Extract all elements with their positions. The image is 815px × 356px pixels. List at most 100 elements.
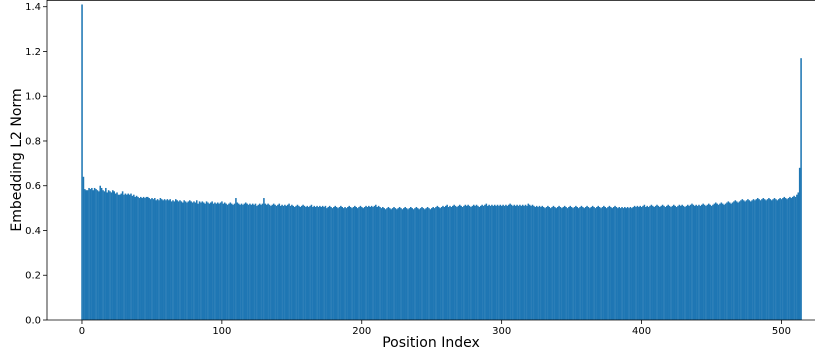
bar: [736, 201, 738, 320]
bar: [453, 205, 455, 320]
bar: [85, 190, 87, 320]
bar: [90, 189, 92, 320]
bar: [707, 205, 709, 320]
bar: [165, 200, 167, 320]
bars-group: [81, 4, 802, 320]
bar: [113, 191, 115, 320]
bar: [305, 207, 307, 320]
bar: [607, 207, 609, 320]
bar: [448, 207, 450, 320]
x-tick-label: 400: [632, 326, 651, 337]
bar: [137, 197, 139, 320]
bar: [799, 168, 801, 320]
bar: [704, 205, 706, 320]
bar: [217, 203, 219, 320]
bar: [611, 208, 613, 320]
bar: [381, 208, 383, 320]
bar: [333, 207, 335, 320]
bar: [174, 201, 176, 320]
bar: [540, 207, 542, 320]
bar: [563, 207, 565, 320]
bar: [186, 203, 188, 320]
bar: [635, 207, 637, 320]
bar: [150, 199, 152, 320]
bar: [690, 205, 692, 320]
bar: [758, 199, 760, 320]
bar: [568, 207, 570, 320]
bar: [449, 206, 451, 320]
bar: [599, 207, 601, 320]
bar: [228, 204, 230, 320]
bar: [344, 207, 346, 320]
bar: [639, 206, 641, 320]
bar: [702, 204, 704, 320]
bar: [771, 200, 773, 320]
bar: [221, 201, 223, 320]
bar: [393, 207, 395, 320]
bar: [213, 204, 215, 320]
bar: [784, 197, 786, 320]
bar: [514, 205, 516, 320]
bar: [357, 208, 359, 320]
bar: [656, 205, 658, 320]
bar: [709, 205, 711, 320]
bar: [260, 205, 262, 320]
bar: [88, 188, 90, 320]
bar: [140, 197, 142, 320]
bar: [574, 207, 576, 320]
bar: [300, 207, 302, 320]
bar: [339, 207, 341, 320]
bar: [120, 194, 122, 320]
bar: [286, 206, 288, 320]
bar: [569, 206, 571, 320]
bar: [610, 207, 612, 320]
bar: [486, 204, 488, 320]
bar: [459, 205, 461, 320]
bar: [195, 203, 197, 320]
bar: [148, 198, 150, 320]
bar: [91, 188, 93, 320]
bar: [711, 206, 713, 320]
bar: [588, 207, 590, 320]
bar: [567, 208, 569, 320]
bar: [565, 207, 567, 320]
bar: [579, 207, 581, 320]
bar: [800, 58, 802, 320]
bar: [439, 208, 441, 320]
bar: [728, 201, 730, 320]
bar: [230, 203, 232, 320]
bar: [452, 206, 454, 320]
bar: [480, 206, 482, 320]
bar: [590, 207, 592, 320]
bar: [750, 201, 752, 320]
bar: [438, 207, 440, 320]
bar: [537, 207, 539, 320]
bar: [718, 205, 720, 320]
bar: [362, 208, 364, 320]
bar: [220, 203, 222, 320]
bar: [244, 204, 246, 320]
x-tick-label: 200: [352, 326, 371, 337]
bar: [488, 205, 490, 320]
bar: [556, 208, 558, 320]
bar: [754, 200, 756, 320]
bar: [779, 198, 781, 320]
bar: [327, 207, 329, 320]
bar: [396, 209, 398, 320]
bar: [329, 206, 331, 320]
bar: [84, 189, 86, 320]
bar: [677, 206, 679, 320]
bar: [118, 195, 120, 320]
bar: [553, 206, 555, 320]
bar: [298, 206, 300, 320]
bar: [557, 207, 559, 320]
bar: [532, 205, 534, 320]
bar: [792, 197, 794, 320]
bar: [446, 205, 448, 320]
bar: [472, 206, 474, 320]
bar: [658, 206, 660, 320]
bar: [410, 207, 412, 320]
bar: [535, 207, 537, 320]
bar: [477, 206, 479, 320]
